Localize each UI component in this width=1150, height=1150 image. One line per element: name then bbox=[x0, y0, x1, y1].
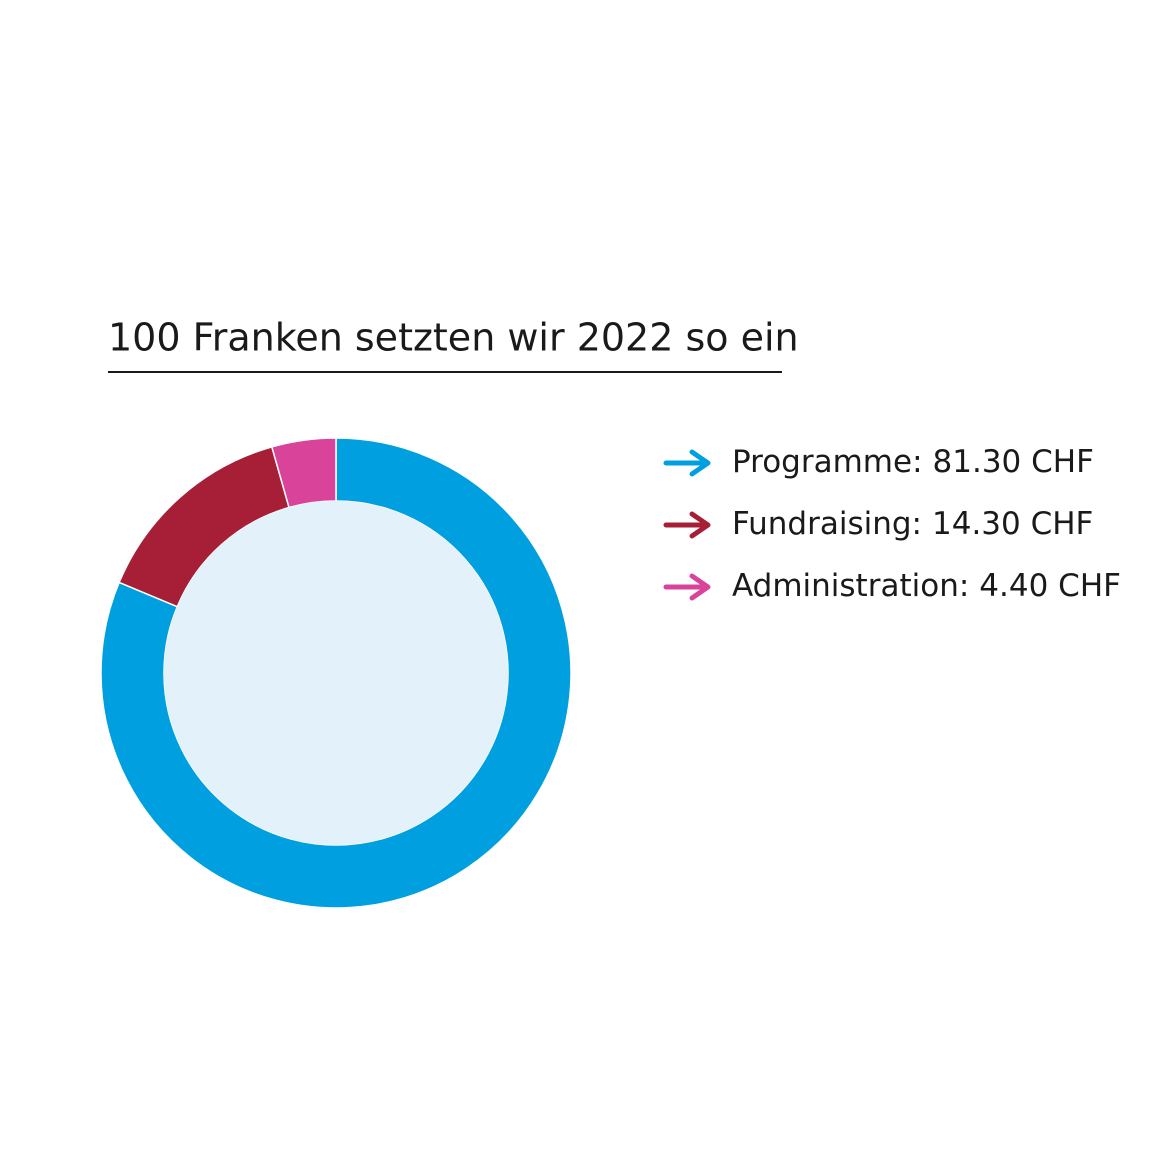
legend-label: Fundraising: 14.30 CHF bbox=[732, 506, 1093, 542]
legend-item: Programme: 81.30 CHF bbox=[663, 444, 1094, 480]
legend-marker bbox=[663, 573, 711, 601]
legend-marker bbox=[663, 511, 711, 539]
legend-category: Administration: bbox=[732, 568, 969, 604]
legend-category: Fundraising: bbox=[732, 506, 922, 542]
legend-label: Administration: 4.40 CHF bbox=[732, 568, 1121, 604]
legend-category: Programme: bbox=[732, 444, 923, 480]
legend-value: 14.30 CHF bbox=[932, 506, 1093, 542]
legend-value: 81.30 CHF bbox=[933, 444, 1094, 480]
legend-item: Fundraising: 14.30 CHF bbox=[663, 506, 1093, 542]
donut-hole bbox=[164, 501, 508, 845]
legend-label: Programme: 81.30 CHF bbox=[732, 444, 1094, 480]
legend-marker bbox=[663, 449, 711, 477]
legend-value: 4.40 CHF bbox=[979, 568, 1121, 604]
chart-title: 100 Franken setzten wir 2022 so ein bbox=[108, 316, 799, 360]
legend-item: Administration: 4.40 CHF bbox=[663, 568, 1121, 604]
